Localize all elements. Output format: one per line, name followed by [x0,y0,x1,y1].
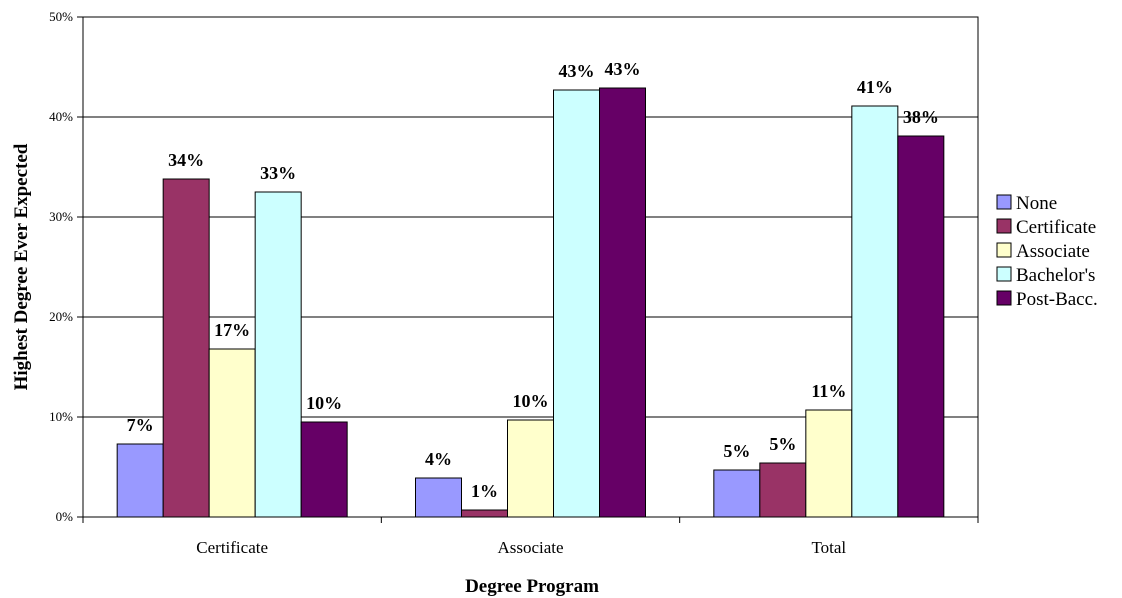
data-label: 33% [260,163,296,183]
bar [416,478,462,517]
bar [163,179,209,517]
y-axis-title: Highest Degree Ever Expected [11,143,32,390]
legend-swatch [997,195,1011,209]
bar [462,510,508,517]
legend-swatch [997,267,1011,281]
legend-label: None [1016,193,1057,214]
legend-swatch [997,219,1011,233]
y-tick-label: 0% [56,509,74,524]
y-tick-label: 40% [49,109,73,124]
y-tick-label: 10% [49,409,73,424]
data-label: 4% [425,449,452,469]
y-tick-label: 20% [49,309,73,324]
bar [301,422,347,517]
data-label: 17% [214,320,250,340]
y-tick-label: 50% [49,9,73,24]
bar [852,106,898,517]
bar [255,192,301,517]
data-label: 43% [605,59,641,79]
data-label: 43% [559,61,595,81]
data-label: 5% [723,441,750,461]
data-label: 11% [811,381,846,401]
data-label: 41% [857,77,893,97]
data-label: 10% [306,393,342,413]
bar [209,349,255,517]
legend-label: Associate [1016,241,1090,262]
y-tick-label: 30% [49,209,73,224]
x-axis-title: Degree Program [465,576,599,597]
legend-label: Post-Bacc. [1016,289,1098,310]
x-category-label: Total [811,538,846,557]
data-label: 1% [471,481,498,501]
legend-label: Certificate [1016,217,1096,238]
data-label: 7% [127,415,154,435]
bar [600,88,646,517]
x-category-label: Certificate [196,538,268,557]
bar [117,444,163,517]
legend: None Certificate Associate Bachelor's Post-B… [997,193,1098,310]
data-label: 34% [168,150,204,170]
bar [806,410,852,517]
bar [508,420,554,517]
data-label: 5% [769,434,796,454]
legend-swatch [997,243,1011,257]
bar [898,136,944,517]
data-label: 10% [513,391,549,411]
legend-swatch [997,291,1011,305]
x-category-label: Associate [497,538,563,557]
legend-label: Bachelor's [1016,265,1095,286]
data-label: 38% [903,107,939,127]
bar [714,470,760,517]
y-tick-labels: 0% 10% 20% 30% 40% 50% [49,9,73,524]
bar [554,90,600,517]
bars [117,88,944,517]
x-category-labels: Certificate Associate Total [196,538,846,557]
bar [760,463,806,517]
